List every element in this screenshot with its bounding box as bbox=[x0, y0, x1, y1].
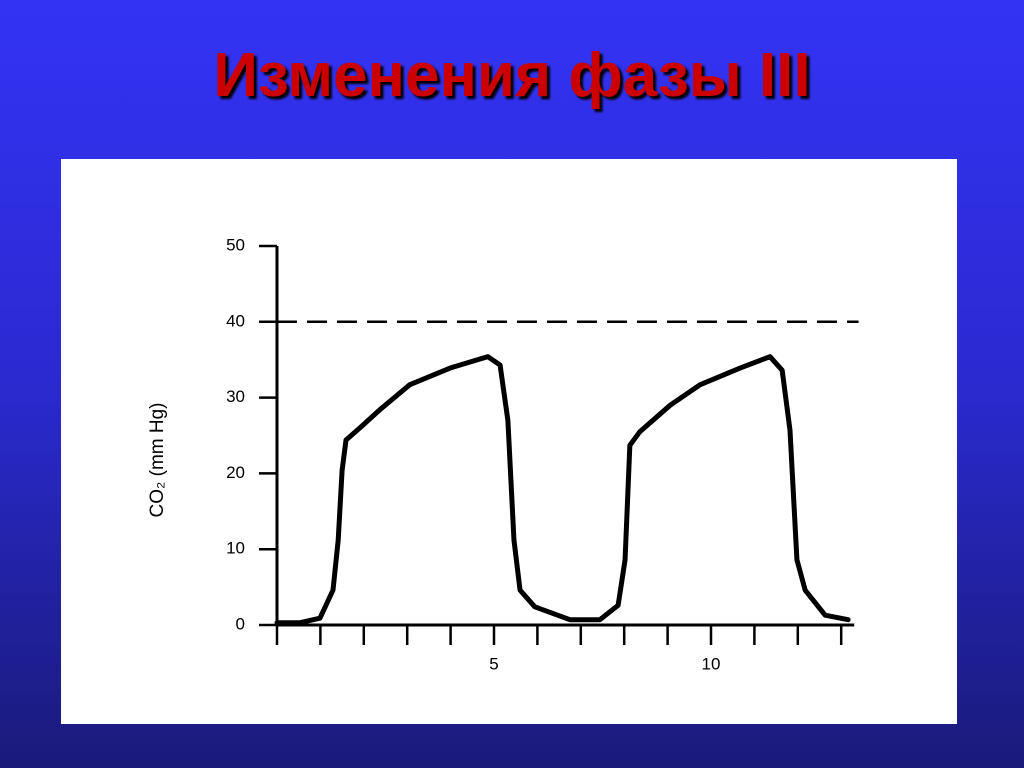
x-tick-label: 5 bbox=[489, 654, 498, 673]
x-tick-label: 10 bbox=[702, 654, 721, 673]
y-tick-label: 10 bbox=[226, 539, 245, 558]
co2-curve bbox=[274, 354, 851, 626]
y-axis-label: CO₂ (mm Hg) bbox=[147, 402, 168, 517]
slide-title: Изменения фазы III bbox=[213, 41, 811, 110]
y-tick-label: 40 bbox=[226, 311, 245, 330]
y-tick-label: 50 bbox=[226, 235, 245, 254]
y-tick-label: 20 bbox=[226, 463, 245, 482]
y-tick-label: 30 bbox=[226, 387, 245, 406]
y-tick-label: 0 bbox=[236, 614, 245, 633]
